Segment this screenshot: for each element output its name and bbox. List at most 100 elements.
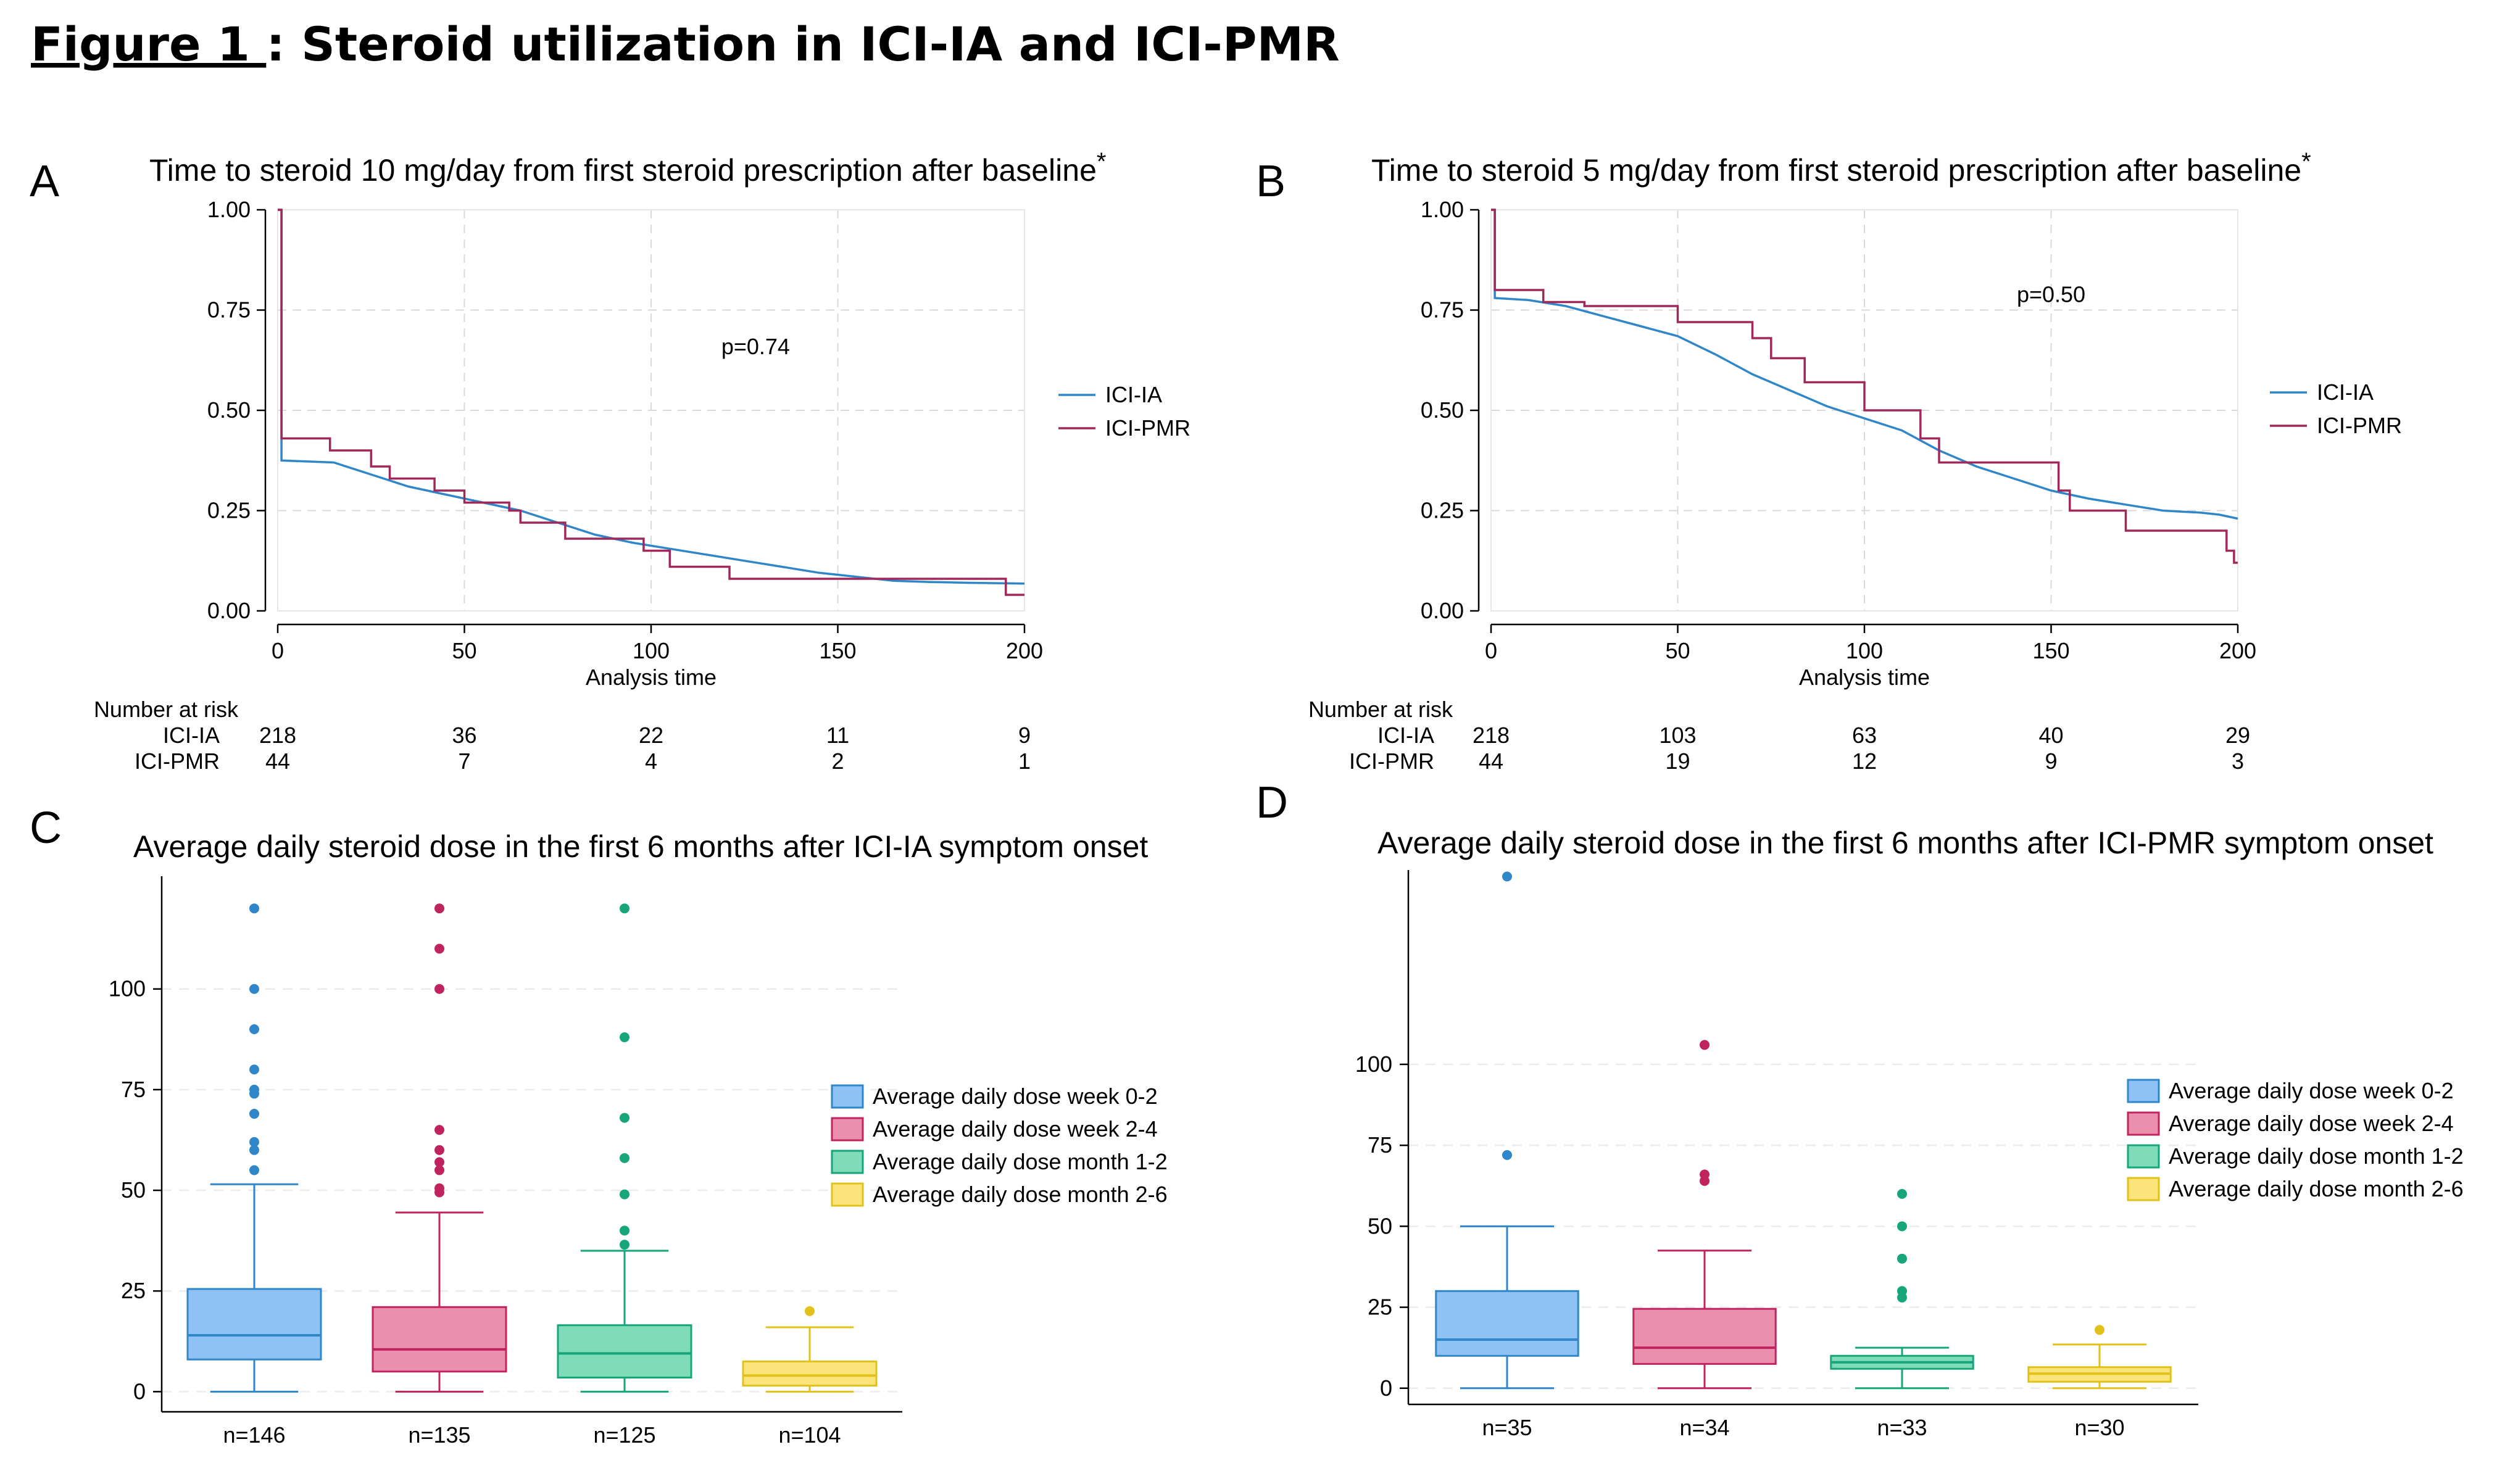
x-tick-label: 0 [1485,638,1497,663]
legend-label: ICI-PMR [1105,415,1190,441]
box-group-label: n=135 [408,1422,470,1448]
box-outlier-point [249,1064,259,1075]
risk-row-label: ICI-PMR [135,748,220,774]
y-tick-label: 75 [121,1077,146,1102]
risk-count: 1 [1018,748,1031,774]
box-iqr [372,1306,507,1373]
legend-label: Average daily dose week 2-4 [873,1116,1158,1142]
legend-label: ICI-IA [1105,382,1162,407]
y-tick-label: 50 [121,1177,146,1203]
box-outlier-point [434,943,444,954]
box-outlier-point [1502,1150,1512,1160]
box-outlier-point [620,1032,629,1043]
box-outlier-point [249,984,259,994]
x-tick-label: 200 [1006,638,1043,663]
legend-label: Average daily dose week 2-4 [2169,1111,2454,1136]
risk-count: 3 [2232,748,2244,774]
risk-table-header: Number at risk [1308,697,1453,722]
chart-title: Time to steroid 10 mg/day from first ste… [149,148,1106,188]
risk-count: 29 [2225,723,2250,748]
risk-count: 7 [458,748,470,774]
box-group-label: n=146 [223,1422,285,1448]
panel-letter-c: C [30,803,62,853]
x-tick-label: 0 [272,638,284,663]
box-outlier-point [249,903,259,914]
box-iqr [186,1288,322,1361]
risk-count: 2 [831,748,844,774]
panel-c-box-chart: Average daily steroid dose in the first … [109,829,1168,1448]
box-outlier-point [434,903,444,914]
y-tick-label: 50 [1368,1213,1392,1238]
risk-row-label: ICI-PMR [1349,748,1434,774]
box-outlier-point [1897,1221,1907,1232]
chart-title: Average daily steroid dose in the first … [133,829,1148,864]
risk-count: 63 [1852,723,1877,748]
legend-label: Average daily dose week 0-2 [2169,1078,2454,1103]
plot-border [1490,209,2238,611]
box-outlier-point [1897,1253,1907,1264]
box-group-label: n=30 [2074,1415,2124,1440]
legend-label: Average daily dose month 2-6 [2169,1176,2464,1201]
box-outlier-point [1897,1286,1907,1296]
box-outlier-point [620,1225,629,1236]
box-outlier-point [620,1240,629,1250]
box-outlier-point [1502,871,1512,882]
legend-swatch [2127,1111,2160,1136]
risk-count: 36 [452,723,476,748]
risk-table-header: Number at risk [94,697,239,722]
risk-count: 19 [1665,748,1690,774]
x-tick-label: 50 [452,638,476,663]
box-group-label: n=125 [593,1422,655,1448]
box-outlier-point [434,1145,444,1155]
x-tick-label: 150 [2032,638,2069,663]
risk-count: 4 [645,748,657,774]
series-line-ici-pmr [1491,209,2238,564]
box-outlier-point [620,1113,629,1123]
p-value-annotation: p=0.74 [721,334,790,359]
risk-row-label: ICI-IA [163,723,220,748]
figure-title: Figure 1 : Steroid utilization in ICI-IA… [31,17,1340,72]
y-tick-label: 0.00 [207,598,251,623]
y-tick-label: 100 [1355,1051,1392,1077]
box-iqr [742,1360,878,1387]
panel-letter-a: A [30,157,59,206]
legend-label: ICI-IA [2317,379,2374,405]
legend-label: ICI-PMR [2317,413,2402,438]
box-outlier-point [249,1024,259,1034]
risk-count: 22 [639,723,663,748]
x-tick-label: 150 [819,638,856,663]
box-outlier-point [1897,1188,1907,1199]
legend-label: Average daily dose month 1-2 [873,1149,1168,1174]
legend-swatch [2127,1144,2160,1169]
box-iqr [557,1324,692,1379]
legend-swatch [2127,1177,2160,1201]
box-outlier-point [1700,1040,1710,1050]
chart-title: Average daily steroid dose in the first … [1377,826,2433,860]
box-outlier-point [249,1145,259,1155]
x-tick-label: 50 [1665,638,1690,663]
risk-count: 218 [1473,723,1510,748]
box-outlier-point [434,1157,444,1167]
box-outlier-point [249,1165,259,1175]
p-value-annotation: p=0.50 [2017,282,2085,307]
x-tick-label: 100 [1846,638,1883,663]
y-tick-label: 0 [1380,1375,1392,1401]
y-tick-label: 0.50 [1421,397,1464,423]
series-line-ici-pmr [278,209,1024,596]
legend-swatch [831,1084,864,1109]
box-iqr [1632,1308,1777,1365]
panel-a-survival-chart: Time to steroid 10 mg/day from first ste… [94,148,1190,774]
y-tick-label: 0.25 [1421,498,1464,523]
risk-count: 103 [1659,723,1696,748]
legend-label: Average daily dose month 2-6 [873,1182,1168,1207]
y-tick-label: 0.50 [207,397,251,423]
box-outlier-point [434,1125,444,1135]
panel-d-box-chart: Average daily steroid dose in the first … [1355,826,2464,1440]
risk-count: 12 [1852,748,1877,774]
risk-count: 9 [1018,723,1031,748]
box-outlier-point [805,1306,815,1316]
risk-count: 44 [1479,748,1503,774]
plot-border [277,209,1025,611]
chart-title-text: Time to steroid 5 mg/day from first ster… [1371,153,2301,188]
